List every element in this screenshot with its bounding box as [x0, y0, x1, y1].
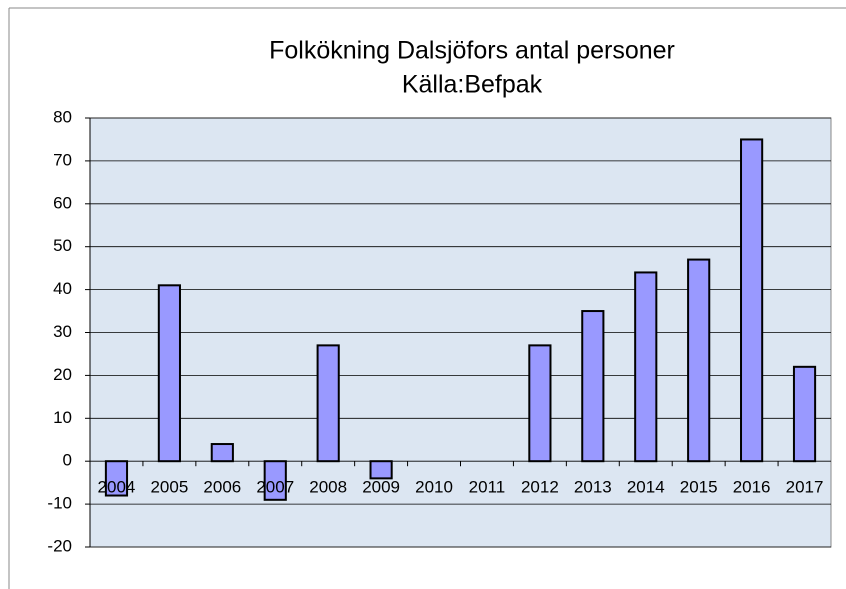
y-tick-label: 40	[53, 279, 72, 298]
y-tick-label: 0	[63, 451, 72, 470]
y-tick-label: 60	[53, 193, 72, 212]
bar	[157, 284, 181, 463]
x-tick-label: 2005	[150, 478, 188, 497]
x-tick-label: 2012	[521, 478, 559, 497]
bar	[369, 460, 393, 480]
bar	[740, 138, 764, 463]
y-tick-label: 30	[53, 322, 72, 341]
x-tick-label: 2010	[415, 478, 453, 497]
bar	[528, 344, 552, 463]
x-tick-label: 2013	[574, 478, 612, 497]
bar	[263, 460, 287, 501]
x-tick-label: 2015	[680, 478, 718, 497]
x-tick-label: 2017	[786, 478, 824, 497]
bar	[104, 460, 129, 497]
x-tick-label: 2016	[733, 478, 771, 497]
bar	[581, 310, 605, 463]
x-tick-label: 2004	[98, 478, 136, 497]
bar	[210, 443, 234, 463]
x-tick-label: 2007	[256, 478, 294, 497]
chart-subtitle: Källa:Befpak	[402, 71, 543, 99]
x-tick-label: 2008	[309, 478, 347, 497]
y-tick-label: -20	[47, 536, 72, 555]
x-tick-label: 2006	[203, 478, 241, 497]
x-tick-label: 2014	[627, 478, 665, 497]
y-tick-label: -10	[47, 494, 72, 513]
chart-title: Folkökning Dalsjöfors antal personer	[269, 37, 675, 65]
y-tick-label: 50	[53, 236, 72, 255]
y-tick-label: 70	[53, 150, 72, 169]
bar	[792, 365, 817, 463]
bar	[316, 344, 340, 463]
x-tick-label: 2009	[362, 478, 400, 497]
y-tick-label: 10	[53, 408, 72, 427]
y-tick-label: 20	[53, 365, 72, 384]
x-tick-label: 2011	[469, 478, 506, 497]
bar	[634, 271, 658, 463]
y-tick-label: 80	[53, 107, 72, 126]
bar	[687, 258, 711, 463]
